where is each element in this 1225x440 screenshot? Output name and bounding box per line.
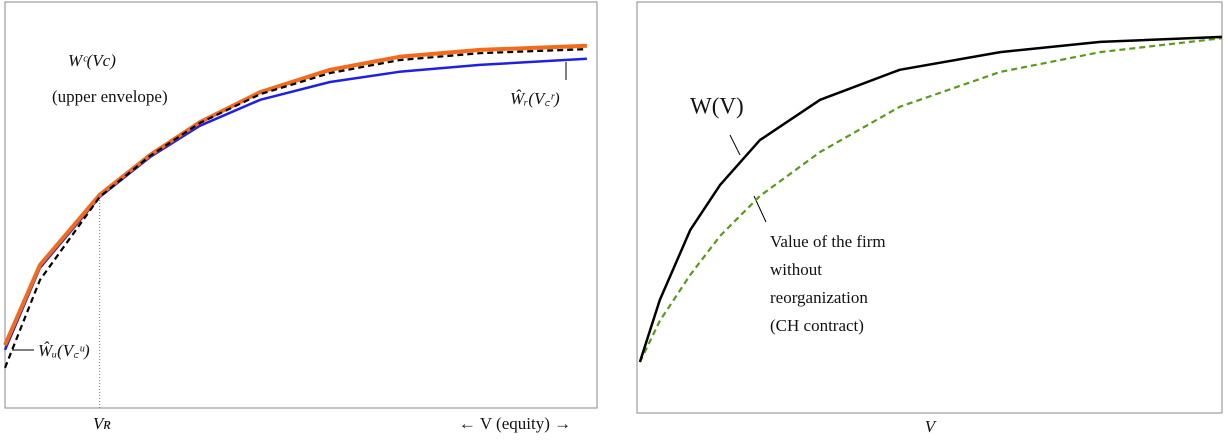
x-axis-label: V <box>925 417 938 436</box>
curve-label: Ŵᵣ(V꜀ʳ) <box>510 89 560 108</box>
arrow <box>729 134 741 156</box>
x-axis-label: ← V (equity) → <box>459 414 571 433</box>
curve-label: Wᶜ(Vc) <box>68 51 116 70</box>
curve-label: W(V) <box>690 93 744 118</box>
annotation: (upper envelope) <box>52 87 168 106</box>
curve-label: Value of the firm without reorganization… <box>770 232 886 335</box>
curve <box>3 48 587 369</box>
annotation: Vʀ <box>93 414 111 433</box>
left-frame <box>4 1 598 409</box>
curve <box>638 37 1223 363</box>
curve <box>638 35 1223 363</box>
right-frame <box>636 1 1223 414</box>
curve <box>3 43 587 346</box>
curve-label: Ŵᵤ(V꜀ᵘ) <box>38 341 90 360</box>
